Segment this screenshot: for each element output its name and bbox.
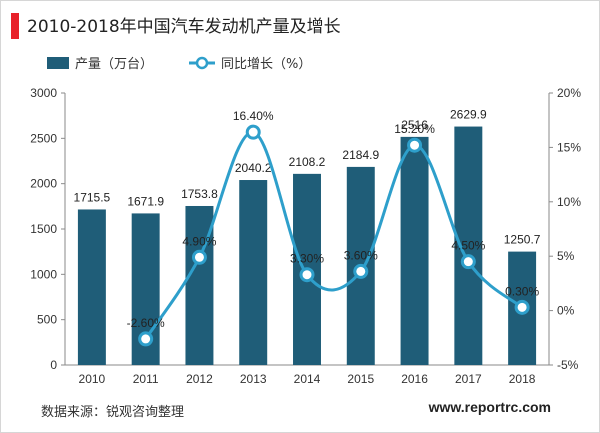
x-tick-label: 2012 [186, 372, 213, 386]
site-url: www.reportrc.com [428, 399, 551, 415]
growth-point-2018 [514, 299, 530, 315]
growth-point-2015 [353, 263, 369, 279]
bar-value-label: 2184.9 [342, 148, 379, 162]
growth-point-2016 [407, 137, 423, 153]
y-right-tick-label: -5% [557, 358, 579, 372]
x-tick-label: 2011 [133, 372, 159, 386]
legend-line-marker [195, 56, 209, 70]
x-tick-label: 2018 [509, 372, 536, 386]
y-left-tick-label: 500 [37, 313, 57, 327]
y-right-tick-label: 0% [557, 304, 575, 318]
growth-value-label: 4.90% [182, 234, 216, 248]
x-tick-label: 2015 [347, 372, 374, 386]
growth-value-label: 15.20% [394, 122, 435, 136]
growth-value-label: 0.30% [505, 284, 539, 298]
y-left-tick-label: 3000 [30, 86, 57, 100]
title-accent-bar [11, 13, 19, 39]
x-tick-label: 2014 [294, 372, 321, 386]
bar-value-label: 1753.8 [181, 187, 218, 201]
growth-point-2013 [245, 124, 261, 140]
growth-point-2017 [460, 254, 476, 270]
y-left-tick-label: 2500 [30, 131, 57, 145]
growth-value-label: 16.40% [233, 109, 274, 123]
bar-value-label: 2040.2 [235, 161, 272, 175]
bar-2010 [77, 209, 106, 365]
x-tick-label: 2017 [455, 372, 482, 386]
x-tick-label: 2013 [240, 372, 267, 386]
x-tick-label: 2010 [79, 372, 106, 386]
bar-value-label: 1671.9 [127, 194, 164, 208]
growth-value-label: 3.30% [290, 252, 324, 266]
growth-point-2012 [191, 249, 207, 265]
legend-bar-label: 产量（万台） [75, 57, 153, 72]
growth-value-label: -2.60% [127, 316, 165, 330]
y-left-tick-label: 1000 [30, 267, 57, 281]
y-right-tick-label: 5% [557, 249, 575, 263]
x-tick-label: 2016 [401, 372, 428, 386]
bar-value-label: 1250.7 [504, 233, 541, 247]
source-note: 数据来源：锐观咨询整理 [41, 405, 185, 420]
bar-2016 [400, 136, 429, 365]
legend-line-label: 同比增长（%） [221, 57, 311, 72]
growth-line [144, 130, 524, 340]
bar-value-label: 2516 [401, 118, 428, 132]
bar-value-label: 2108.2 [289, 155, 326, 169]
bar-value-label: 2629.9 [450, 108, 487, 122]
y-right-tick-label: 20% [557, 86, 581, 100]
chart-title: 2010-2018年中国汽车发动机产量及增长 [27, 17, 341, 37]
y-right-tick-label: 15% [557, 140, 581, 154]
y-left-tick-label: 1500 [30, 222, 57, 236]
legend-bar-swatch [47, 57, 69, 69]
growth-value-label: 3.60% [344, 248, 378, 262]
growth-point-2011 [138, 331, 154, 347]
y-left-tick-label: 0 [50, 358, 57, 372]
y-left-tick-label: 2000 [30, 177, 57, 191]
bar-2013 [239, 180, 268, 365]
bar-value-label: 1715.5 [74, 190, 111, 204]
growth-value-label: 4.50% [451, 239, 485, 253]
growth-point-2014 [299, 267, 315, 283]
y-right-tick-label: 10% [557, 195, 581, 209]
